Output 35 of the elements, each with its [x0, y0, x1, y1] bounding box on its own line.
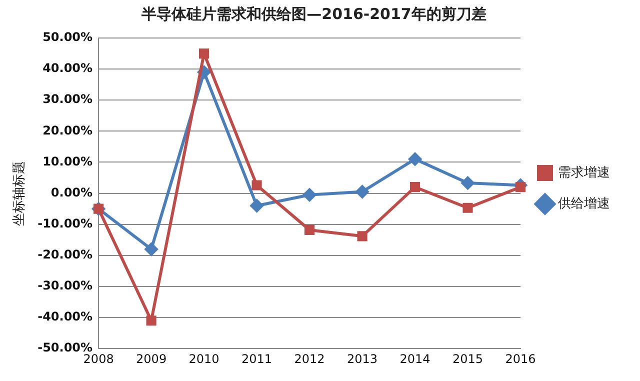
- y-tick-label: 40.00%: [42, 61, 93, 76]
- x-tick-label: 2010: [188, 352, 220, 366]
- point: [462, 202, 473, 213]
- x-tick-label: 2013: [347, 352, 378, 366]
- y-axis-title: 坐标轴标题: [12, 160, 28, 226]
- point: [461, 176, 474, 190]
- x-tick-label: 2014: [400, 352, 430, 366]
- y-tick-label: 20.00%: [42, 123, 93, 138]
- point: [356, 185, 369, 198]
- legend-label: 需求增速: [558, 165, 610, 180]
- x-tick-label: 2011: [242, 352, 272, 366]
- point: [199, 48, 210, 59]
- y-tick-label: 0.00%: [50, 185, 93, 200]
- point: [410, 182, 420, 192]
- point: [408, 152, 422, 166]
- y-tick-label: -10.00%: [38, 216, 93, 230]
- y-tick-label: -30.00%: [38, 278, 93, 293]
- x-tick-label: 2015: [452, 352, 484, 366]
- y-tick-label: -20.00%: [38, 248, 93, 262]
- y-tick-label: 30.00%: [42, 92, 93, 106]
- point: [250, 199, 264, 212]
- y-tick-label: -40.00%: [38, 310, 93, 324]
- point: [357, 231, 368, 242]
- y-tick-label: 10.00%: [42, 154, 93, 168]
- x-tick-label: 2009: [136, 352, 167, 366]
- x-tick-label: 2016: [505, 352, 536, 366]
- point: [144, 242, 158, 256]
- legend-label: 供给增速: [558, 196, 610, 212]
- point: [252, 180, 262, 190]
- point: [303, 188, 316, 202]
- point: [304, 224, 315, 235]
- x-tick-label: 2012: [294, 352, 325, 366]
- y-tick-label: 50.00%: [42, 30, 93, 44]
- point: [146, 316, 156, 326]
- chart-title: 半导体硅片需求和供给图—2016-2017年的剪刀差: [140, 4, 486, 23]
